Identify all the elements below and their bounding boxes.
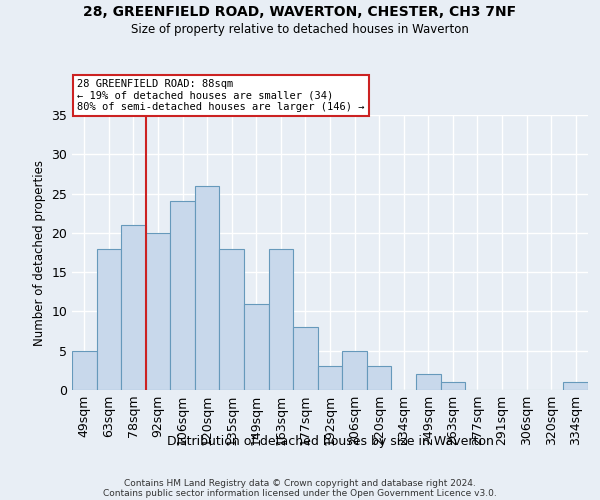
Bar [269,248,293,390]
Text: Contains HM Land Registry data © Crown copyright and database right 2024.: Contains HM Land Registry data © Crown c… [124,478,476,488]
Text: 28, GREENFIELD ROAD, WAVERTON, CHESTER, CH3 7NF: 28, GREENFIELD ROAD, WAVERTON, CHESTER, … [83,5,517,19]
Bar [367,366,391,390]
Y-axis label: Number of detached properties: Number of detached properties [33,160,46,346]
Bar [170,202,195,390]
Bar [416,374,440,390]
Text: Size of property relative to detached houses in Waverton: Size of property relative to detached ho… [131,22,469,36]
Text: Distribution of detached houses by size in Waverton: Distribution of detached houses by size … [167,435,493,448]
Bar [195,186,220,390]
Bar [563,382,588,390]
Bar [342,350,367,390]
Bar [97,248,121,390]
Text: Contains public sector information licensed under the Open Government Licence v3: Contains public sector information licen… [103,488,497,498]
Bar [220,248,244,390]
Bar [146,233,170,390]
Bar [72,350,97,390]
Bar [293,327,318,390]
Text: 28 GREENFIELD ROAD: 88sqm
← 19% of detached houses are smaller (34)
80% of semi-: 28 GREENFIELD ROAD: 88sqm ← 19% of detac… [77,79,365,112]
Bar [244,304,269,390]
Bar [440,382,465,390]
Bar [121,225,146,390]
Bar [318,366,342,390]
